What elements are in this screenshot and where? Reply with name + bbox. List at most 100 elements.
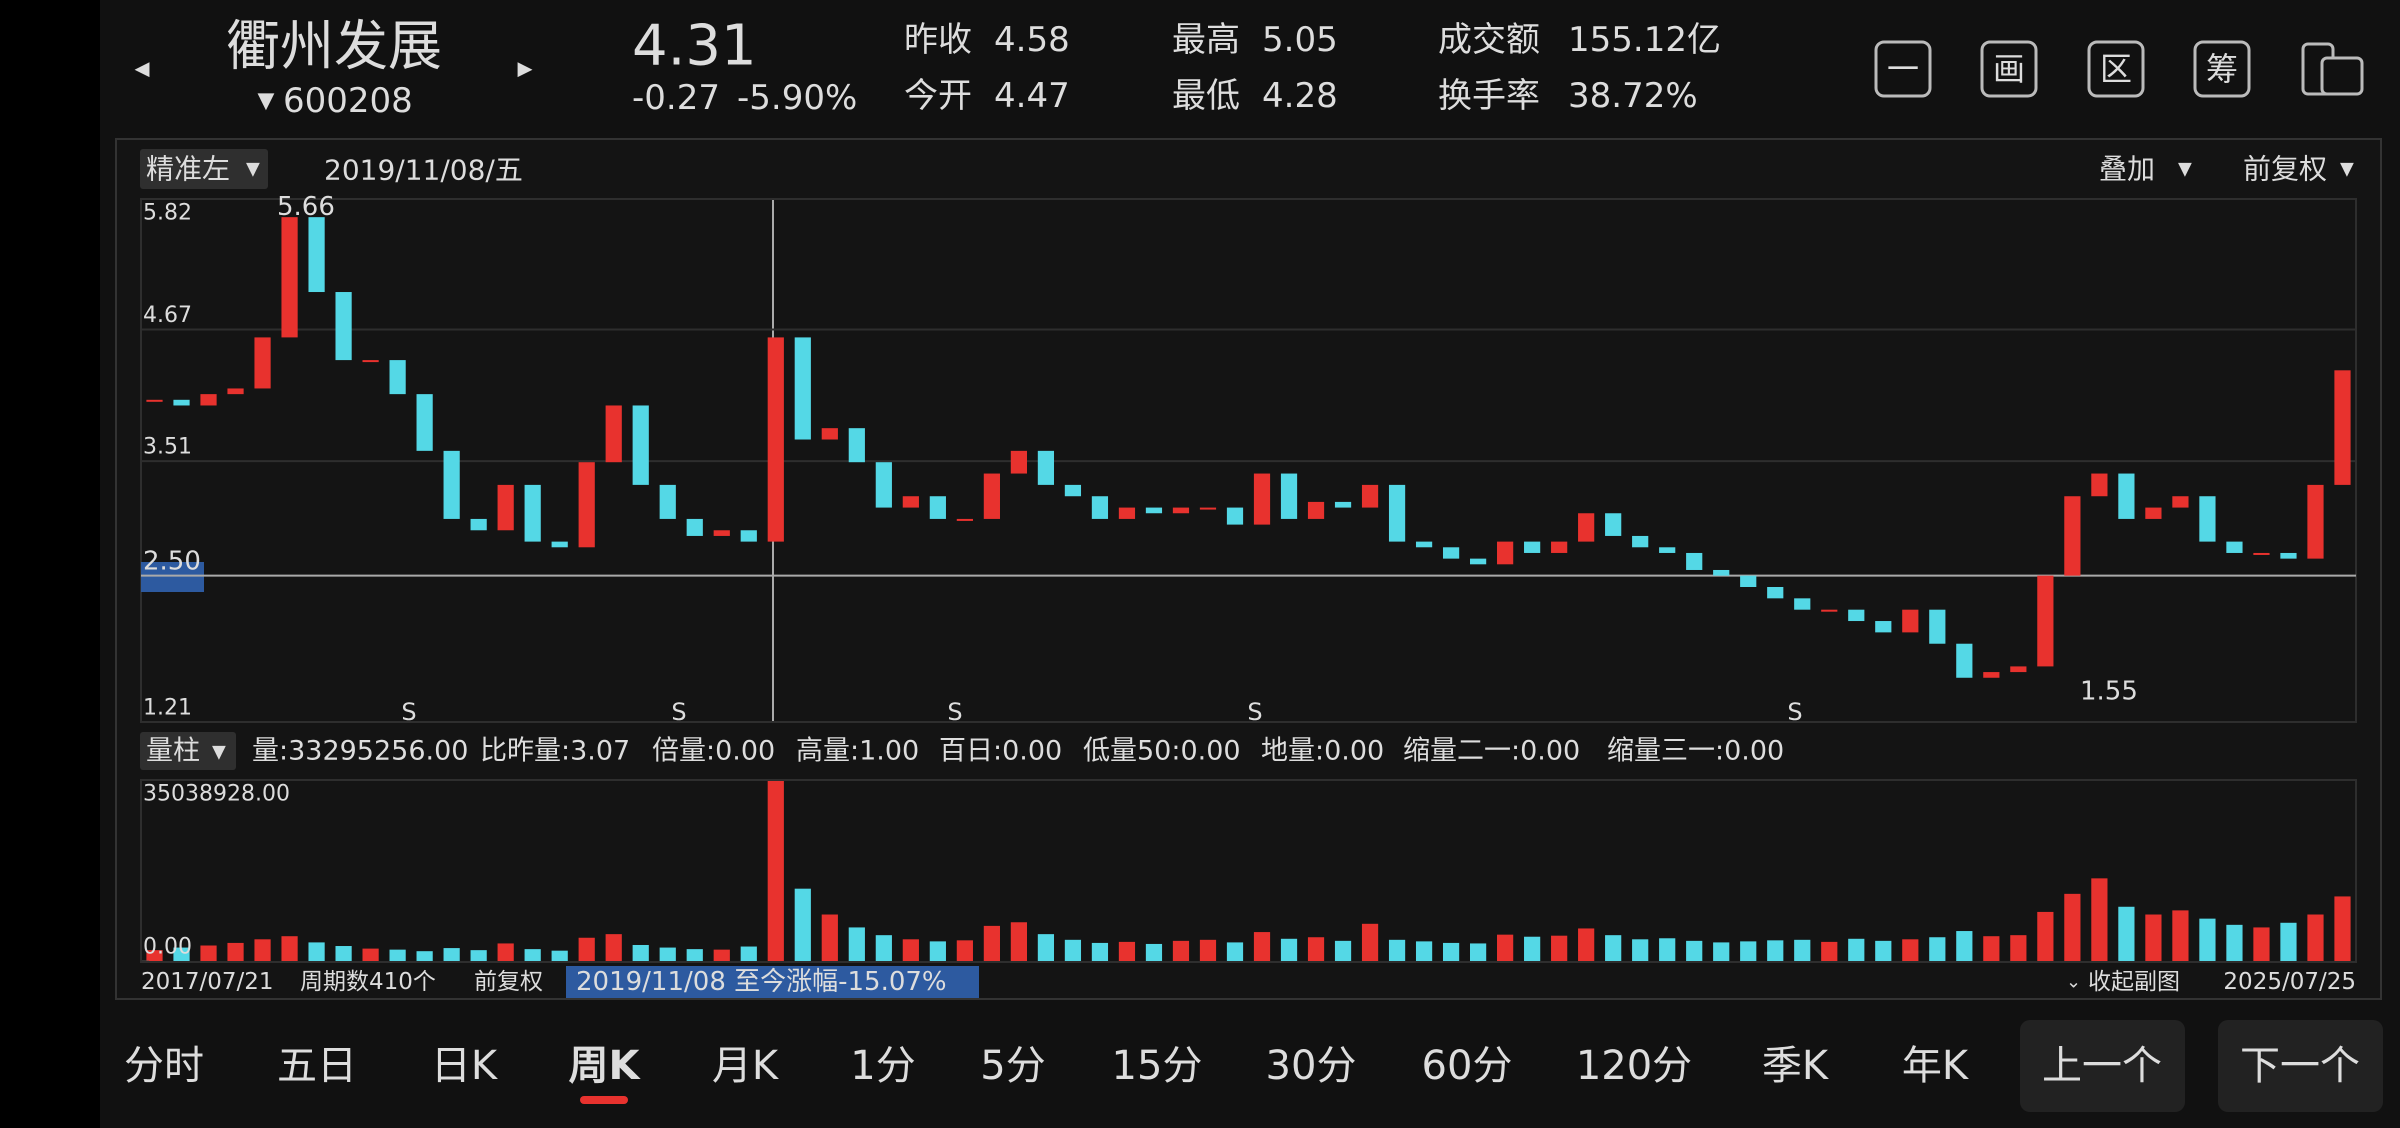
- next-arrow[interactable]: ▸: [517, 51, 532, 86]
- y-tick-label: 2.50: [143, 547, 201, 577]
- volume-bar: [1361, 923, 1379, 961]
- volume-bar: [1821, 941, 1838, 961]
- candle: [1172, 507, 1190, 514]
- tool-icon[interactable]: [2193, 40, 2251, 98]
- volume-bar: [1875, 940, 1892, 961]
- tab[interactable]: 120分: [1576, 1043, 1692, 1089]
- adjust[interactable]: 前复权: [2243, 153, 2327, 186]
- volume-bar: [308, 942, 325, 961]
- price-annotation: 1.55: [2080, 676, 2138, 706]
- candle: [2037, 575, 2054, 667]
- prev-button[interactable]: [2020, 1020, 2185, 1112]
- indicator: 高量:1.00: [796, 736, 919, 767]
- candle: [1578, 513, 1595, 542]
- volume-bar: [929, 941, 946, 961]
- overlay[interactable]: 叠加: [2099, 153, 2155, 186]
- candle: [578, 462, 595, 548]
- tab[interactable]: 季K: [1762, 1043, 1830, 1089]
- tab[interactable]: 60分: [1422, 1043, 1513, 1089]
- volume-bar: [1983, 936, 2000, 961]
- candle: [362, 360, 379, 363]
- next-button[interactable]: [2218, 1020, 2383, 1112]
- tab[interactable]: 五日: [277, 1043, 357, 1089]
- volume-bar: [1091, 942, 1109, 961]
- tool-icon-label: 一: [1887, 50, 1919, 88]
- volume-selector[interactable]: 量柱: [146, 736, 200, 767]
- candle: [443, 450, 460, 519]
- candle: [1307, 501, 1325, 519]
- prev-arrow[interactable]: ◂: [134, 51, 149, 86]
- tab[interactable]: 1分: [850, 1043, 915, 1089]
- tab[interactable]: 年K: [1902, 1043, 1970, 1089]
- candle: [902, 496, 919, 508]
- volume-bar: [146, 950, 163, 961]
- tool-icon[interactable]: [1980, 40, 2038, 98]
- candle: [1632, 535, 1649, 548]
- tab[interactable]: 15分: [1112, 1043, 1203, 1089]
- tool-icon-label: 筹: [2206, 50, 2238, 88]
- candle: [2145, 507, 2162, 519]
- candle: [1740, 575, 1757, 587]
- code-arrow[interactable]: ▼: [258, 89, 275, 114]
- candle: [2307, 484, 2324, 559]
- dropdown[interactable]: ▼: [2340, 159, 2354, 180]
- stat-value: 4.47: [994, 76, 1070, 116]
- candle: [1497, 541, 1514, 565]
- price: 4.31: [632, 14, 757, 79]
- volume-bar: [1794, 939, 1811, 961]
- dropdown[interactable]: ▼: [2178, 159, 2192, 180]
- volume-bar: [2145, 914, 2162, 961]
- collapse[interactable]: 收起副图: [2088, 969, 2180, 995]
- candle: [2172, 496, 2189, 508]
- candle: [1037, 450, 1055, 485]
- collapse-icon[interactable]: ⌄: [2066, 972, 2081, 993]
- tool-icon-label: 区: [2100, 50, 2132, 88]
- candle: [1902, 609, 1919, 633]
- candle: [1064, 484, 1082, 497]
- candle: [1091, 496, 1109, 519]
- candle: [983, 473, 1000, 519]
- tool-icon[interactable]: [2087, 40, 2145, 98]
- mode-button[interactable]: [140, 149, 268, 189]
- volume-bar: [2010, 935, 2027, 961]
- candle: [1983, 672, 2000, 678]
- candle: [281, 217, 298, 338]
- tab[interactable]: 分时: [124, 1043, 204, 1089]
- tab[interactable]: 30分: [1266, 1043, 1357, 1089]
- volume-bar: [335, 946, 352, 961]
- tab[interactable]: 5分: [980, 1043, 1045, 1089]
- dropdown[interactable]: ▼: [246, 159, 260, 180]
- dropdown[interactable]: ▼: [212, 742, 226, 763]
- range: 2019/11/08 至今涨幅-15.07%: [576, 967, 947, 997]
- candle: [1199, 507, 1217, 510]
- volume-bar: [821, 914, 838, 961]
- prev-label[interactable]: 上一个: [2042, 1043, 2162, 1089]
- tab[interactable]: 周K: [569, 1043, 642, 1089]
- mode[interactable]: 精准左: [146, 153, 230, 186]
- volume-bar: [254, 939, 271, 961]
- tab[interactable]: 日K: [431, 1043, 499, 1089]
- volume-bar: [1956, 931, 1973, 961]
- volume-bar: [1199, 939, 1217, 961]
- candle: [1118, 507, 1136, 519]
- volume-bar: [1064, 939, 1082, 961]
- rotate-icon[interactable]: [2320, 56, 2364, 96]
- candle: [1848, 609, 1865, 622]
- candle: [1821, 609, 1838, 612]
- stock-name: 衢州发展: [226, 15, 442, 78]
- tab[interactable]: 月K: [712, 1043, 780, 1089]
- candle: [2253, 552, 2270, 555]
- volume-bar: [1307, 937, 1325, 961]
- candle: [605, 405, 622, 463]
- volume-bar: [1605, 935, 1622, 961]
- volume-bar: [1497, 934, 1514, 961]
- stock-code: 600208: [283, 81, 413, 121]
- candle: [389, 360, 406, 395]
- selector-button[interactable]: [140, 732, 236, 770]
- indicator: 比昨量:3.07: [480, 736, 630, 767]
- stat-value: 4.28: [1262, 76, 1338, 116]
- volume-bar: [1686, 940, 1703, 961]
- next-label[interactable]: 下一个: [2240, 1043, 2360, 1089]
- candle: [956, 518, 973, 521]
- tool-icon[interactable]: [1874, 40, 1932, 98]
